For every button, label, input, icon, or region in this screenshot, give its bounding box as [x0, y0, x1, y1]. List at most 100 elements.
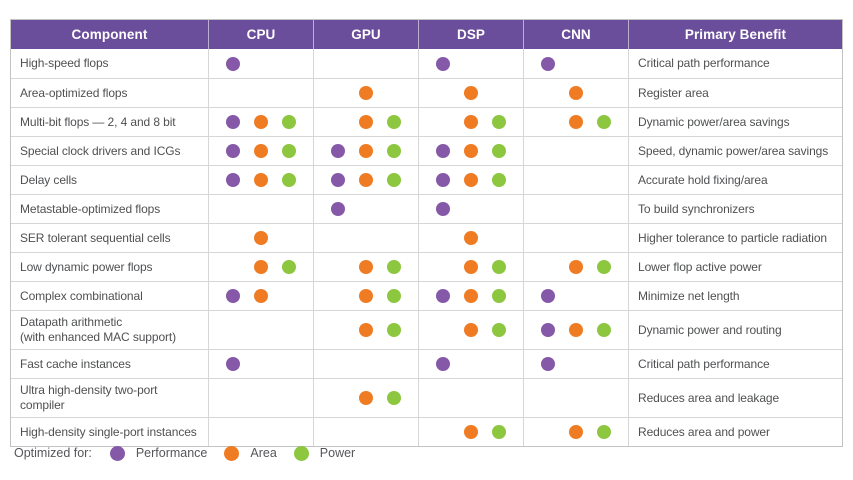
benefit-cell: Critical path performance	[628, 350, 842, 378]
power-dot	[387, 289, 401, 303]
dot-cell-dsp	[418, 137, 523, 165]
dot-slot	[380, 224, 408, 252]
component-cell: Metastable-optimized flops	[20, 201, 161, 216]
area-dot	[569, 425, 583, 439]
table-row: Metastable-optimized flops To build synch…	[11, 194, 842, 223]
dot-cell-gpu	[313, 282, 418, 310]
dot-slot	[534, 137, 562, 165]
dot-slot	[380, 49, 408, 78]
dot-slot	[324, 350, 352, 378]
dot-slot	[485, 137, 513, 165]
dot-slot	[247, 137, 275, 165]
benefit-cell: Minimize net length	[628, 282, 842, 310]
dot-slot	[352, 282, 380, 310]
dot-slot	[534, 282, 562, 310]
dot-slot	[380, 137, 408, 165]
table-row: Datapath arithmetic (with enhanced MAC su…	[11, 310, 842, 349]
dot-slot	[324, 79, 352, 107]
dot-cell-cnn	[523, 350, 628, 378]
dot-cell-gpu	[313, 79, 418, 107]
dot-slot	[247, 49, 275, 78]
dot-cell-dsp	[418, 418, 523, 446]
area-dot	[359, 323, 373, 337]
dot-slot	[275, 253, 303, 281]
dot-slot	[352, 49, 380, 78]
performance-dot	[109, 445, 125, 461]
dot-slot	[380, 282, 408, 310]
dot-slot	[429, 418, 457, 446]
dot-slot	[590, 166, 618, 194]
dot-slot	[590, 253, 618, 281]
performance-dot	[226, 173, 240, 187]
power-dot	[282, 260, 296, 274]
dot-cell-gpu	[313, 166, 418, 194]
dot-cell-dsp	[418, 224, 523, 252]
dot-slot	[562, 108, 590, 136]
dot-slot	[590, 282, 618, 310]
power-dot	[492, 115, 506, 129]
column-header-cpu: CPU	[208, 20, 313, 49]
dot-slot	[562, 418, 590, 446]
dot-cell-cpu	[208, 49, 313, 78]
area-dot	[464, 231, 478, 245]
benefit-cell: Reduces area and power	[628, 418, 842, 446]
table-row: High-density single-port instances Reduce…	[11, 417, 842, 446]
dot-slot	[457, 253, 485, 281]
dot-cell-gpu	[313, 224, 418, 252]
dot-cell-cnn	[523, 79, 628, 107]
component-cell: High-density single-port instances	[20, 424, 197, 439]
dot-slot	[324, 166, 352, 194]
dot-slot	[219, 137, 247, 165]
dot-slot	[562, 195, 590, 223]
dot-slot	[219, 195, 247, 223]
dot-slot	[324, 108, 352, 136]
column-header-dsp: DSP	[418, 20, 523, 49]
dot-slot	[275, 108, 303, 136]
dot-slot	[457, 224, 485, 252]
area-dot	[464, 260, 478, 274]
dot-slot	[534, 311, 562, 349]
dot-slot	[247, 79, 275, 107]
dot-slot	[247, 311, 275, 349]
component-cell: Complex combinational	[20, 288, 143, 303]
dot-slot	[380, 418, 408, 446]
dot-slot	[534, 166, 562, 194]
power-dot	[597, 115, 611, 129]
dot-slot	[247, 418, 275, 446]
power-dot	[282, 173, 296, 187]
dot-slot	[485, 195, 513, 223]
performance-dot	[331, 202, 345, 216]
dot-cell-cpu	[208, 137, 313, 165]
power-dot	[492, 323, 506, 337]
dot-cell-gpu	[313, 253, 418, 281]
dot-slot	[429, 311, 457, 349]
dot-cell-cpu	[208, 379, 313, 417]
dot-cell-cnn	[523, 108, 628, 136]
area-dot	[359, 86, 373, 100]
performance-dot	[226, 289, 240, 303]
dot-cell-gpu	[313, 49, 418, 78]
table-header-row: Component CPU GPU DSP CNN Primary Benefi…	[11, 20, 842, 49]
dot-cell-dsp	[418, 350, 523, 378]
area-dot	[464, 115, 478, 129]
dot-slot	[590, 224, 618, 252]
dot-slot	[562, 137, 590, 165]
performance-dot	[436, 202, 450, 216]
area-dot	[569, 115, 583, 129]
legend-item-label: Area	[250, 446, 277, 460]
area-dot	[569, 260, 583, 274]
dot-slot	[380, 311, 408, 349]
dot-cell-cnn	[523, 253, 628, 281]
dot-slot	[324, 137, 352, 165]
area-dot	[464, 86, 478, 100]
table-row: Fast cache instances Critical path perfor…	[11, 349, 842, 378]
benefit-cell: Dynamic power and routing	[628, 311, 842, 349]
dot-slot	[380, 379, 408, 417]
dot-slot	[590, 49, 618, 78]
column-header-gpu: GPU	[313, 20, 418, 49]
performance-dot	[436, 173, 450, 187]
dot-slot	[534, 195, 562, 223]
dot-slot	[485, 418, 513, 446]
performance-dot	[331, 144, 345, 158]
dot-slot	[457, 418, 485, 446]
